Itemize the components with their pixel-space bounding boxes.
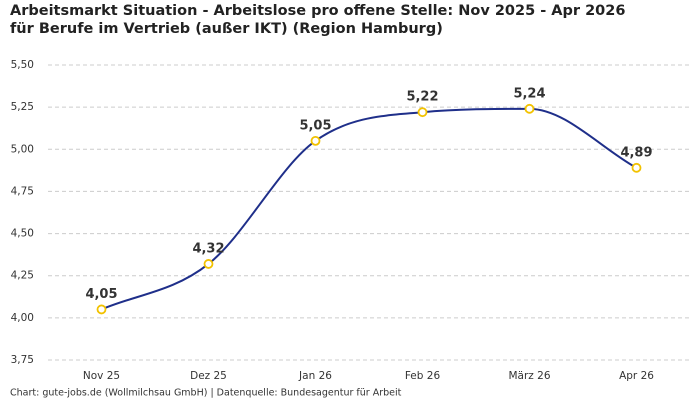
y-tick-label: 3,75 [11, 354, 34, 366]
x-tick-label: Nov 25 [83, 370, 120, 382]
y-tick-label: 5,00 [11, 143, 34, 155]
y-tick-label: 4,25 [11, 270, 34, 282]
value-label: 5,24 [513, 86, 545, 101]
point [524, 103, 535, 114]
value-label: 4,32 [192, 241, 224, 256]
x-tick-label: Dez 25 [190, 370, 227, 382]
line [101, 107, 637, 311]
x-tick-label: Apr 26 [619, 370, 654, 382]
point [310, 135, 321, 146]
value-label: 5,22 [406, 90, 438, 105]
value-label: 5,05 [299, 118, 331, 133]
value-label: 4,89 [620, 145, 652, 160]
y-tick-label: 4,00 [11, 312, 34, 324]
point [203, 259, 214, 269]
source: Chart: gute-jobs.de (Wollmilchsau GmbH) … [10, 388, 402, 399]
value-label: 4,05 [85, 287, 117, 302]
x-tick-label: März 26 [508, 370, 550, 382]
x-tick-label: Feb 26 [405, 370, 441, 382]
y-tick-label: 5,25 [11, 101, 34, 113]
point [631, 162, 642, 173]
y-tick-label: 4,50 [11, 228, 34, 240]
x-tick-label: Jan 26 [298, 370, 332, 382]
y-tick-label: 5,50 [11, 59, 34, 71]
chart-title: Arbeitsmarkt Situation - Arbeitslose pro… [10, 3, 626, 37]
y-tick-label: 4,75 [11, 185, 34, 197]
point [417, 107, 428, 118]
point [96, 304, 107, 315]
